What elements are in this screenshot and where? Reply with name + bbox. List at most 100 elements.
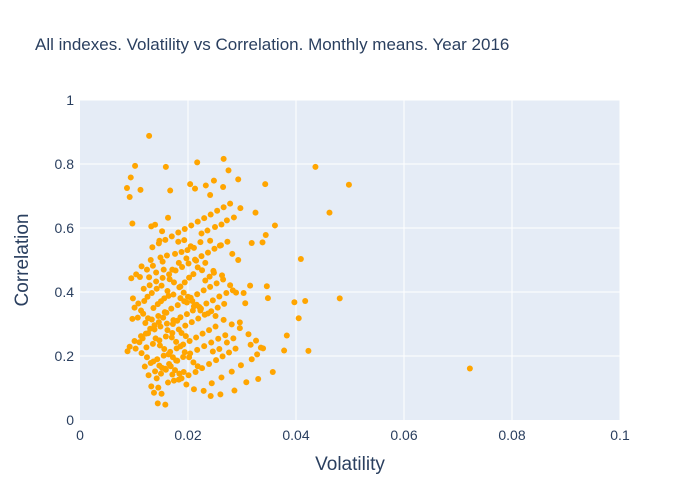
- scatter-point: [170, 377, 177, 384]
- scatter-point: [183, 311, 190, 318]
- scatter-point: [207, 192, 214, 199]
- scatter-point: [217, 391, 224, 398]
- scatter-point: [194, 363, 201, 370]
- scatter-point: [255, 376, 262, 383]
- scatter-point: [194, 218, 201, 225]
- scatter-point: [181, 225, 188, 232]
- scatter-point: [131, 304, 138, 311]
- scatter-point: [221, 300, 228, 307]
- scatter-point: [135, 300, 142, 307]
- scatter-point: [178, 375, 185, 382]
- scatter-point: [208, 380, 215, 387]
- scatter-point: [201, 311, 208, 318]
- scatter-point: [138, 263, 145, 270]
- scatter-point: [222, 332, 229, 339]
- scatter-point: [172, 367, 179, 374]
- scatter-point: [207, 393, 214, 399]
- scatter-point: [150, 305, 157, 311]
- scatter-point: [204, 249, 211, 256]
- scatter-point: [172, 250, 179, 257]
- scatter-point: [242, 300, 249, 307]
- scatter-point: [182, 322, 189, 329]
- scatter-point: [240, 289, 247, 296]
- scatter-point: [163, 320, 170, 327]
- scatter-point: [183, 381, 190, 388]
- scatter-point: [259, 239, 266, 246]
- scatter-point: [155, 384, 162, 391]
- scatter-point: [207, 237, 214, 244]
- scatter-point: [194, 264, 201, 271]
- scatter-point: [208, 308, 215, 315]
- scatter-point: [198, 253, 205, 260]
- scatter-point: [132, 162, 139, 169]
- scatter-point: [215, 335, 222, 342]
- scatter-point: [228, 368, 235, 375]
- scatter-point: [219, 353, 226, 360]
- scatter-point: [162, 401, 169, 408]
- scatter-point: [297, 256, 304, 263]
- scatter-point: [169, 321, 176, 327]
- scatter-point: [167, 363, 174, 370]
- scatter-point: [231, 387, 238, 394]
- scatter-point: [169, 371, 176, 378]
- scatter-point: [223, 217, 230, 224]
- y-axis-title: Correlation: [12, 214, 33, 307]
- scatter-point: [128, 275, 135, 282]
- scatter-point: [141, 363, 148, 370]
- scatter-point: [156, 342, 163, 349]
- scatter-point: [190, 271, 197, 278]
- scatter-point: [174, 302, 181, 309]
- scatter-point: [137, 186, 144, 193]
- scatter-point: [175, 238, 182, 245]
- scatter-point: [181, 298, 188, 305]
- scatter-point: [228, 321, 235, 328]
- scatter-point: [236, 325, 243, 332]
- scatter-point: [159, 274, 166, 281]
- scatter-point: [212, 313, 219, 319]
- scatter-point: [146, 282, 153, 289]
- scatter-point: [252, 209, 259, 216]
- scatter-point: [192, 185, 199, 192]
- scatter-point: [163, 252, 170, 259]
- scatter-point: [150, 389, 157, 396]
- scatter-point: [237, 362, 244, 369]
- scatter-point: [199, 330, 206, 337]
- scatter-point: [158, 370, 164, 377]
- scatter-point: [175, 259, 182, 266]
- scatter-point: [148, 289, 155, 296]
- scatter-point: [217, 242, 224, 249]
- scatter-point: [220, 184, 227, 191]
- scatter-point: [143, 344, 150, 351]
- scatter-point: [213, 357, 220, 364]
- scatter-point: [185, 372, 192, 379]
- scatter-point: [204, 227, 211, 234]
- scatter-point: [142, 320, 149, 327]
- scatter-point: [162, 333, 169, 340]
- scatter-point: [140, 285, 147, 292]
- scatter-point: [147, 257, 154, 263]
- scatter-point: [182, 333, 189, 340]
- scatter-point: [199, 267, 206, 274]
- scatter-point: [201, 343, 208, 350]
- scatter-point: [136, 339, 143, 346]
- scatter-point: [129, 220, 136, 227]
- scatter-point: [165, 292, 172, 299]
- scatter-point: [291, 299, 298, 306]
- x-axis-title: Volatility: [315, 454, 385, 475]
- scatter-point: [248, 356, 255, 363]
- scatter-point: [236, 319, 243, 326]
- scatter-point: [145, 315, 152, 322]
- scatter-point: [207, 283, 214, 290]
- data-points: [123, 132, 473, 408]
- x-tick-label: 0.08: [498, 427, 525, 443]
- scatter-point: [302, 297, 309, 304]
- scatter-point: [216, 345, 223, 352]
- scatter-point: [212, 224, 218, 231]
- scatter-point: [229, 287, 236, 294]
- scatter-point: [175, 229, 182, 236]
- scatter-point: [193, 334, 200, 341]
- scatter-point: [178, 329, 185, 336]
- scatter-point: [168, 233, 175, 240]
- scatter-point: [177, 343, 184, 350]
- scatter-point: [165, 351, 172, 358]
